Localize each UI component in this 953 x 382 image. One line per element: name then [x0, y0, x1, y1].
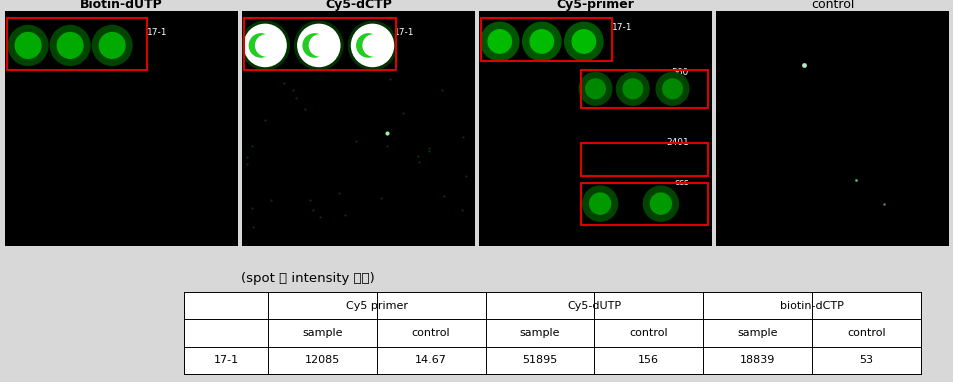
Circle shape	[294, 21, 343, 70]
Text: 53: 53	[859, 355, 873, 365]
Title: control: control	[810, 0, 853, 11]
Circle shape	[363, 35, 384, 56]
Circle shape	[622, 79, 642, 99]
Text: 560: 560	[671, 68, 688, 77]
Text: sample: sample	[302, 328, 342, 338]
Circle shape	[255, 35, 276, 56]
Title: Cy5-primer: Cy5-primer	[556, 0, 634, 11]
Circle shape	[578, 73, 611, 105]
Circle shape	[249, 34, 273, 57]
Circle shape	[522, 22, 560, 61]
Bar	[7, 18, 147, 70]
Text: 51895: 51895	[522, 355, 558, 365]
Circle shape	[616, 73, 649, 105]
Circle shape	[488, 30, 511, 53]
Circle shape	[656, 73, 688, 105]
Text: 156: 156	[638, 355, 659, 365]
Text: sample: sample	[737, 328, 777, 338]
Text: 14.67: 14.67	[415, 355, 447, 365]
Text: sample: sample	[519, 328, 559, 338]
Circle shape	[309, 35, 330, 56]
Text: (spot 별 intensity 비교): (spot 별 intensity 비교)	[240, 272, 375, 285]
Text: 17-1: 17-1	[213, 355, 238, 365]
Circle shape	[356, 34, 379, 57]
Title: Cy5-dCTP: Cy5-dCTP	[325, 0, 392, 11]
Circle shape	[585, 79, 604, 99]
Circle shape	[530, 30, 553, 53]
Text: ccs: ccs	[674, 178, 688, 187]
Circle shape	[51, 26, 90, 65]
Circle shape	[351, 24, 394, 66]
Bar	[581, 183, 707, 225]
Text: control: control	[846, 328, 885, 338]
Circle shape	[662, 79, 681, 99]
Circle shape	[92, 26, 132, 65]
Text: 17-1: 17-1	[394, 28, 414, 37]
Circle shape	[564, 22, 602, 61]
Circle shape	[642, 186, 678, 221]
Bar	[480, 18, 611, 61]
Text: 17-1: 17-1	[611, 23, 632, 32]
Title: Biotin-dUTP: Biotin-dUTP	[80, 0, 163, 11]
Bar	[581, 143, 707, 175]
Circle shape	[348, 21, 396, 70]
Circle shape	[241, 21, 289, 70]
Text: control: control	[629, 328, 667, 338]
Text: 12085: 12085	[304, 355, 339, 365]
Text: 2401: 2401	[665, 138, 688, 147]
Bar	[184, 292, 920, 374]
Circle shape	[297, 24, 339, 66]
Bar	[244, 18, 395, 70]
Bar	[581, 70, 707, 108]
Circle shape	[480, 22, 518, 61]
Text: control: control	[412, 328, 450, 338]
Circle shape	[15, 32, 41, 58]
Circle shape	[572, 30, 595, 53]
Circle shape	[650, 193, 671, 214]
Text: 18839: 18839	[740, 355, 775, 365]
Text: Cy5-dUTP: Cy5-dUTP	[567, 301, 620, 311]
Text: Cy5 primer: Cy5 primer	[345, 301, 407, 311]
Circle shape	[582, 186, 617, 221]
Text: 17-1: 17-1	[147, 28, 168, 37]
Circle shape	[244, 24, 286, 66]
Circle shape	[9, 26, 48, 65]
Text: biotin-dCTP: biotin-dCTP	[780, 301, 843, 311]
Circle shape	[589, 193, 610, 214]
Circle shape	[57, 32, 83, 58]
Circle shape	[99, 32, 125, 58]
Circle shape	[303, 34, 326, 57]
